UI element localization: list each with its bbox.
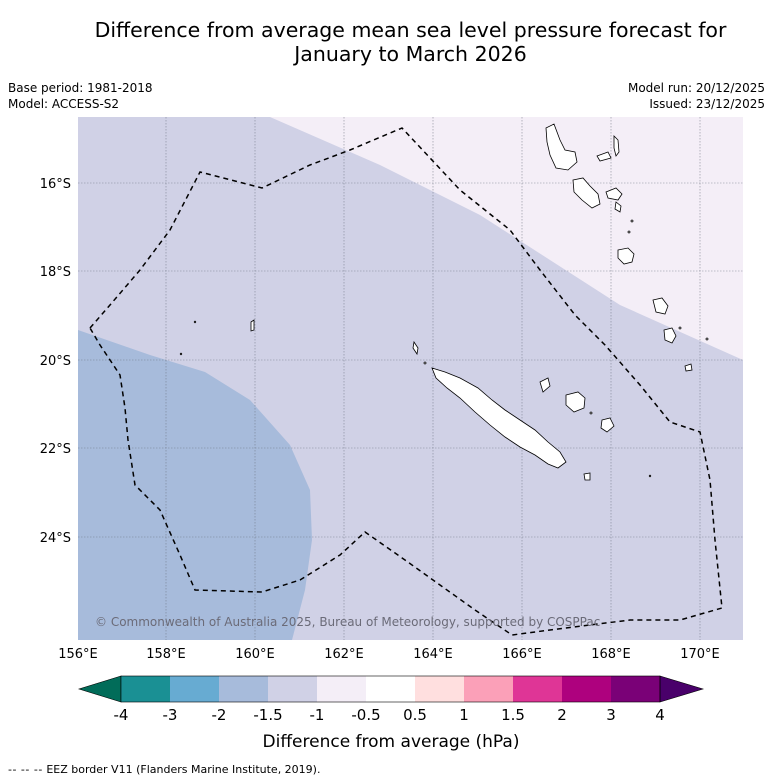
colorbar-tick-label-0: -4 [114,706,129,724]
islet-6 [627,230,631,234]
lat-label-18s: 18°S [40,265,71,280]
meta-right: Model run: 20/12/2025 Issued: 23/12/2025 [628,80,765,112]
tanna-island [652,297,669,315]
model-name: Model: ACCESS-S2 [8,97,120,111]
lat-label-24s: 24°S [40,531,71,546]
islet-9 [589,411,593,415]
eez-legend-text: EEZ border V11 (Flanders Marine Institut… [46,763,321,776]
eez-legend: -- -- -- EEZ border V11 (Flanders Marine… [8,763,320,776]
colorbar-swatch-6 [415,676,465,702]
islet-7 [630,219,634,223]
colorbar-tick-label-1: -3 [163,706,178,724]
eez-dash-symbol: -- -- -- [8,763,43,776]
islet-1 [193,320,197,324]
lon-label-158e: 158°E [146,647,186,662]
copyright-notice: © Commonwealth of Australia 2025, Bureau… [95,615,600,629]
lon-label-164e: 164°E [413,647,453,662]
colorbar-swatch-10 [611,676,661,702]
colorbar-tick-label-10: 3 [606,706,616,724]
colorbar-swatch-7 [464,676,514,702]
colorbar-extend-under [77,675,122,703]
maewo-island [613,135,620,157]
colorbar-swatch-0 [121,676,171,702]
meta-left: Base period: 1981-2018 Model: ACCESS-S2 [8,80,153,112]
colorbar-tick-label-4: -1 [310,706,325,724]
pressure-anomaly-field: © Commonwealth of Australia 2025, Bureau… [78,117,743,640]
ouvea-island [539,377,551,393]
lat-axis-labels: 16°S 18°S 20°S 22°S 24°S [40,177,71,546]
lat-label-20s: 20°S [40,354,71,369]
islet-8 [423,361,427,365]
islet-4 [678,326,682,330]
mare-island [600,417,615,433]
ambae-island [596,151,612,162]
lon-label-160e: 160°E [235,647,275,662]
lon-axis-labels: 156°E 158°E 160°E 162°E 164°E 166°E 168°… [58,647,720,662]
matthew-island [684,363,693,372]
base-period: Base period: 1981-2018 [8,81,153,95]
title-line-2: January to March 2026 [294,42,527,66]
lon-label-170e: 170°E [680,647,720,662]
colorbar-extend-over [659,675,705,703]
band-neg-2-to-neg-1-5 [78,330,312,640]
colorbar-swatch-2 [219,676,269,702]
lat-label-22s: 22°S [40,442,71,457]
colorbar-swatch-5 [366,676,416,702]
colorbar-swatch-8 [513,676,563,702]
colorbar-swatch-3 [268,676,318,702]
colorbar-tick-label-8: 1.5 [501,706,525,724]
colorbar-swatch-9 [562,676,612,702]
islet-5 [705,337,709,341]
colorbar-tick-label-11: 4 [655,706,665,724]
colorbar-swatch-4 [317,676,367,702]
title-line-1: Difference from average mean sea level p… [94,18,727,42]
colorbar-tick-label-2: -2 [212,706,227,724]
chesterfield-islet [250,319,255,332]
erromango-island [617,247,635,265]
model-run: Model run: 20/12/2025 [627,81,765,95]
band-neg-1-to-neg-0-5 [270,117,743,360]
islands [179,123,709,481]
aneityum-island [663,327,677,344]
graticule [78,117,743,640]
colorbar-tick-label-6: 0.5 [403,706,427,724]
lat-label-16s: 16°S [40,177,71,192]
new-caledonia-island [431,367,567,469]
colorbar-label: Difference from average (hPa) [263,732,520,752]
colorbar-outline [120,675,661,703]
islet-2 [179,352,183,356]
eez-border [89,127,723,636]
colorbar-tick-label-3: -1.5 [253,706,282,724]
colorbar-tick-label-5: -0.5 [351,706,380,724]
chart-title: Difference from average mean sea level p… [0,18,781,66]
efate-island [614,201,622,213]
colorbar-tick-label-7: 1 [459,706,469,724]
lifou-island [565,391,586,413]
espiritu-santo-island [545,123,578,171]
issued-date: Issued: 23/12/2025 [649,97,765,111]
colorbar: -4 -3 -2 -1.5 -1 -0.5 0.5 1 1.5 2 3 4 Difference fro… [77,675,705,752]
lon-label-162e: 162°E [324,647,364,662]
islet-3 [648,474,652,478]
malekula-island [572,177,601,209]
isle-of-pines [583,472,591,481]
colorbar-swatch-1 [170,676,220,702]
colorbar-tick-label-9: 2 [557,706,567,724]
lon-label-166e: 166°E [502,647,542,662]
belep-island [412,340,419,356]
lon-label-168e: 168°E [591,647,631,662]
lon-label-156e: 156°E [58,647,98,662]
pentecost-island [605,187,623,201]
